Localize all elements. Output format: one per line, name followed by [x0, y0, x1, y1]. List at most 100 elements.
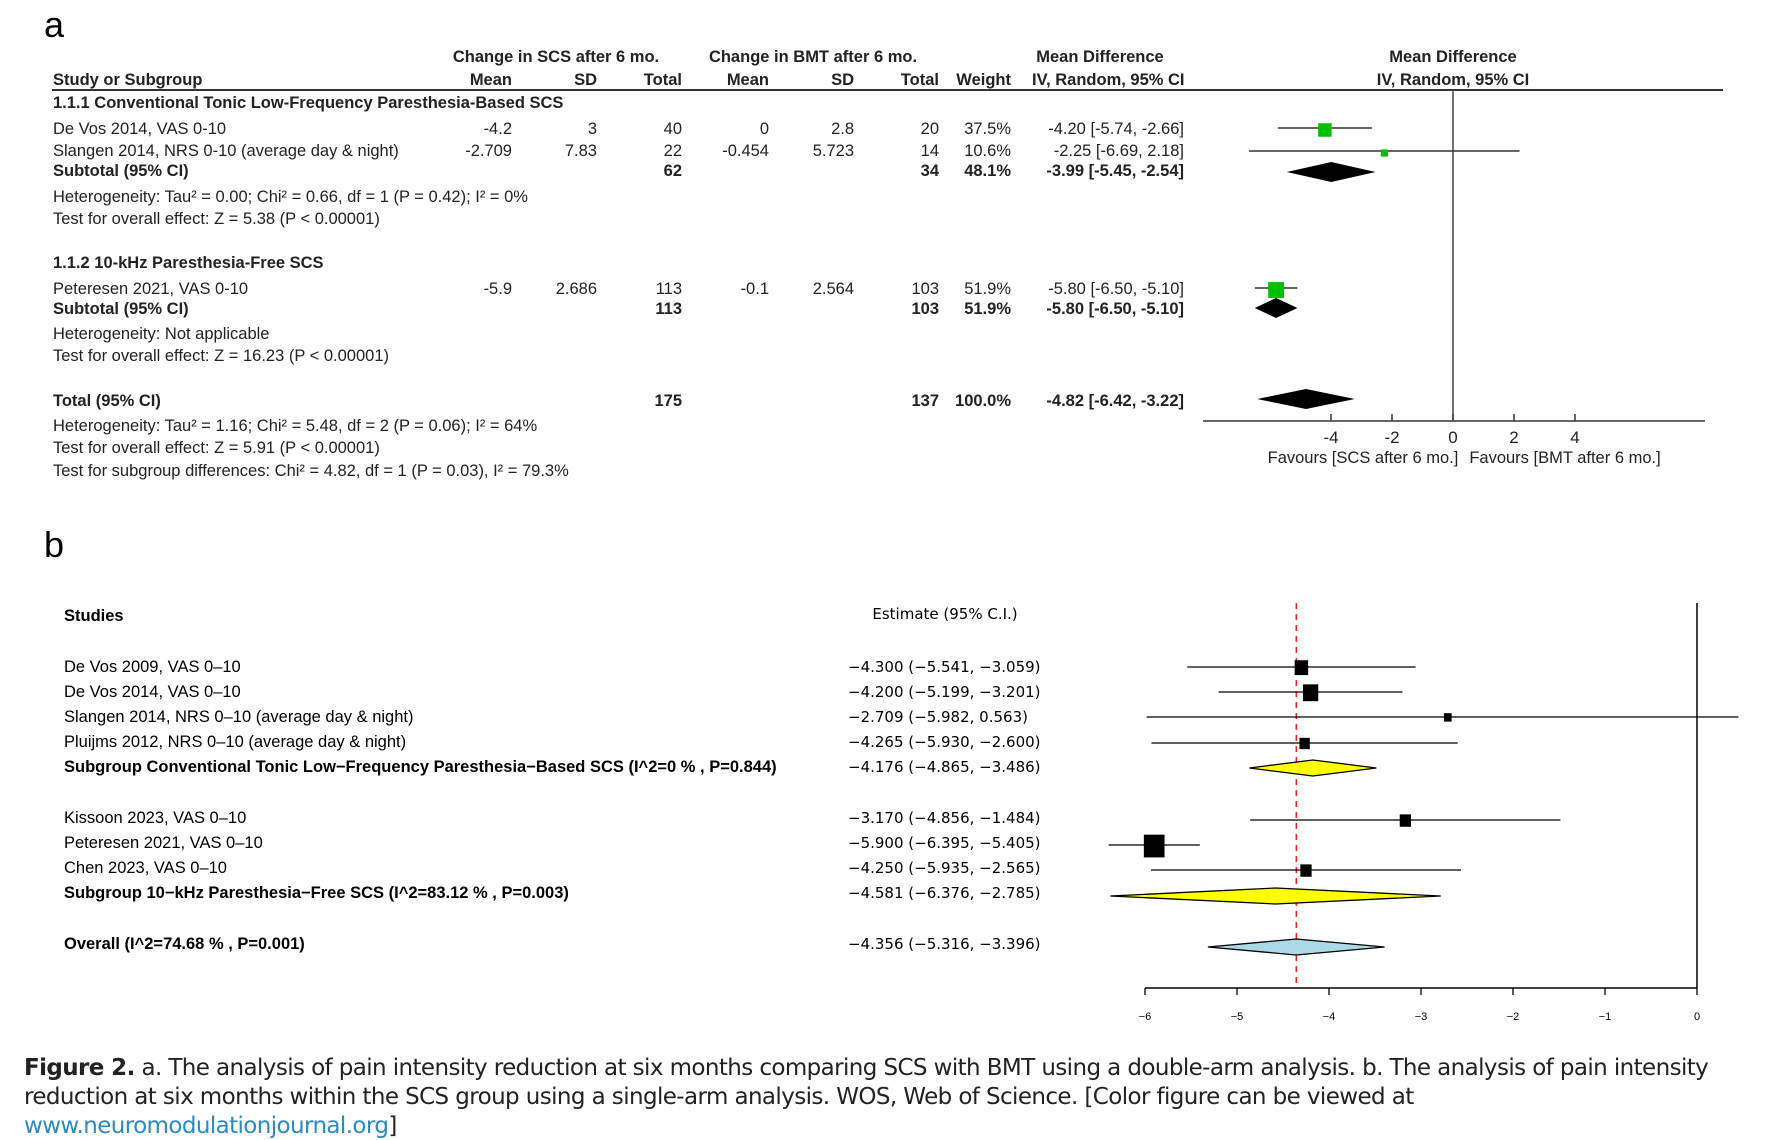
- x-tick-label-a: 4: [1570, 428, 1579, 447]
- stat-note: Heterogeneity: Not applicable: [53, 325, 270, 343]
- estimate-cell: −4.200 (−5.199, −3.201): [848, 683, 1041, 701]
- subtotal-label: Subtotal (95% CI): [53, 300, 189, 318]
- scs-mean-header: Mean: [469, 71, 512, 89]
- md-cell: -5.80 [-6.50, -5.10]: [1046, 300, 1184, 318]
- md-group-header: Mean Difference: [1036, 48, 1164, 66]
- stat-note: Heterogeneity: Tau² = 1.16; Chi² = 5.48,…: [53, 417, 538, 435]
- md-cell: -4.20 [-5.74, -2.66]: [1048, 120, 1184, 138]
- stat-note: Heterogeneity: Tau² = 0.00; Chi² = 0.66,…: [53, 188, 528, 206]
- stat-note: Test for overall effect: Z = 5.38 (P < 0…: [53, 210, 380, 228]
- x-tick-label-b: 0: [1694, 1011, 1700, 1023]
- study-marker: [1294, 660, 1309, 676]
- study-marker: [1318, 123, 1332, 137]
- x-tick-label-b: −5: [1231, 1011, 1244, 1023]
- scs-mean-cell: -2.709: [465, 142, 512, 160]
- estimate-cell: −4.356 (−5.316, −3.396): [848, 935, 1041, 953]
- bmt-sd-cell: 2.564: [812, 280, 854, 298]
- bmt-total-cell: 103: [911, 300, 939, 318]
- scs-total-cell: 113: [655, 280, 682, 298]
- study-marker: [1302, 684, 1319, 702]
- scs-mean-cell: -5.9: [483, 280, 512, 298]
- bmt-total-cell: 34: [920, 162, 939, 180]
- x-tick-label-b: −4: [1323, 1011, 1336, 1023]
- summary-diamond: [1286, 162, 1376, 182]
- x-tick-label-a: 2: [1509, 428, 1518, 447]
- panel-a-letter: a: [44, 4, 65, 45]
- scs-sd-cell: 2.686: [555, 280, 597, 298]
- md-cell: -5.80 [-6.50, -5.10]: [1048, 280, 1184, 298]
- bmt-group-header: Change in BMT after 6 mo.: [708, 48, 918, 66]
- estimate-cell: −2.709 (−5.982, 0.563): [848, 708, 1028, 726]
- journal-link[interactable]: www.neuromodulationjournal.org: [24, 1112, 389, 1139]
- x-tick-label-a: 0: [1448, 428, 1457, 447]
- study-marker: [1300, 864, 1312, 877]
- scs-mean-cell: -4.2: [483, 120, 512, 138]
- study-marker: [1268, 282, 1285, 298]
- bmt-total-cell: 14: [920, 142, 939, 160]
- stat-note: Test for overall effect: Z = 5.91 (P < 0…: [53, 439, 380, 457]
- scs-sd-cell: 7.83: [564, 142, 597, 160]
- scs-total-header: Total: [643, 71, 682, 89]
- estimate-cell: −4.300 (−5.541, −3.059): [848, 658, 1041, 676]
- x-tick-label-b: −3: [1415, 1011, 1428, 1023]
- subgroup-label: 1.1.2 10-kHz Paresthesia-Free SCS: [53, 254, 324, 272]
- caption-text: a. The analysis of pain intensity reduct…: [24, 1055, 1709, 1110]
- bmt-mean-cell: -0.454: [722, 142, 769, 160]
- study-label: De Vos 2014, VAS 0–10: [64, 683, 241, 701]
- scs-total-cell: 22: [663, 142, 682, 160]
- weight-cell: 37.5%: [964, 120, 1011, 138]
- bmt-total-cell: 137: [911, 392, 939, 410]
- overall-label: Overall (I^2=74.68 % , P=0.001): [64, 935, 305, 953]
- bmt-sd-cell: 2.8: [831, 120, 854, 138]
- subtotal-label: Subtotal (95% CI): [53, 162, 189, 180]
- estimate-cell: −5.900 (−6.395, −5.405): [848, 834, 1041, 852]
- subtotal-label: Total (95% CI): [53, 392, 161, 410]
- summary-diamond: [1257, 389, 1355, 409]
- study-marker: [1443, 713, 1452, 722]
- study-marker: [1143, 834, 1165, 858]
- subgroup-diamond: [1110, 887, 1441, 905]
- stat-note: Test for subgroup differences: Chi² = 4.…: [53, 462, 569, 480]
- subgroup-label: Subgroup Conventional Tonic Low−Frequenc…: [64, 758, 777, 776]
- stat-note: Test for overall effect: Z = 16.23 (P < …: [53, 347, 390, 365]
- study-label: Peteresen 2021, VAS 0-10: [53, 280, 249, 298]
- subgroup-label: 1.1.1 Conventional Tonic Low-Frequency P…: [53, 94, 564, 112]
- md-plot-header: Mean Difference: [1389, 48, 1517, 66]
- weight-cell: 48.1%: [964, 162, 1011, 180]
- bmt-sd-header: SD: [831, 71, 854, 89]
- x-tick-label-b: −1: [1599, 1011, 1612, 1023]
- study-marker: [1380, 149, 1388, 157]
- scs-sd-header: SD: [574, 71, 597, 89]
- weight-cell: 100.0%: [955, 392, 1011, 410]
- md-cell: -4.82 [-6.42, -3.22]: [1046, 392, 1184, 410]
- study-label: Peteresen 2021, VAS 0–10: [64, 834, 263, 852]
- estimate-cell: −4.581 (−6.376, −2.785): [848, 884, 1041, 902]
- weight-cell: 51.9%: [964, 300, 1011, 318]
- weight-cell: 10.6%: [964, 142, 1011, 160]
- bmt-total-cell: 103: [911, 280, 939, 298]
- panel-b-letter: b: [44, 524, 65, 565]
- md-plot-method-header: IV, Random, 95% CI: [1376, 71, 1530, 89]
- x-tick-label-a: -4: [1323, 428, 1338, 447]
- scs-total-cell: 62: [663, 162, 682, 180]
- bmt-total-header: Total: [900, 71, 939, 89]
- overall-diamond: [1207, 938, 1385, 956]
- estimate-cell: −3.170 (−4.856, −1.484): [848, 809, 1041, 827]
- summary-diamond: [1254, 298, 1298, 318]
- study-marker: [1299, 737, 1310, 750]
- favours-right-label: Favours [BMT after 6 mo.]: [1469, 449, 1660, 467]
- x-tick-label-b: −2: [1507, 1011, 1520, 1023]
- studies-header: Studies: [64, 607, 124, 625]
- md-cell: -3.99 [-5.45, -2.54]: [1046, 162, 1184, 180]
- x-tick-label-a: -2: [1384, 428, 1399, 447]
- estimate-cell: −4.176 (−4.865, −3.486): [848, 758, 1041, 776]
- caption-lead: Figure 2.: [24, 1055, 135, 1081]
- scs-total-cell: 175: [654, 392, 682, 410]
- study-label: De Vos 2009, VAS 0–10: [64, 658, 241, 676]
- bmt-mean-cell: 0: [759, 120, 769, 138]
- study-header: Study or Subgroup: [53, 71, 203, 89]
- bmt-sd-cell: 5.723: [812, 142, 854, 160]
- scs-total-cell: 113: [655, 300, 682, 318]
- favours-left-label: Favours [SCS after 6 mo.]: [1268, 449, 1459, 467]
